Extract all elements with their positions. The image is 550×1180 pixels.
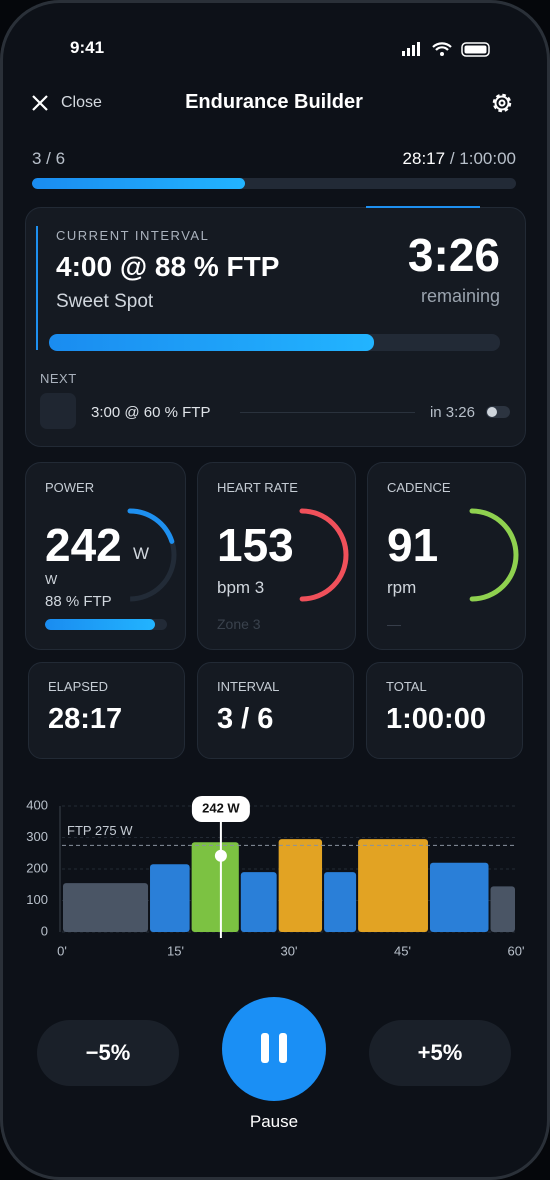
position-dot — [214, 849, 227, 862]
summary-label: INTERVAL — [217, 679, 280, 694]
gauge-track — [301, 508, 349, 602]
summary-card — [197, 662, 354, 759]
metric-label: HEART RATE — [217, 480, 298, 495]
x-tick-label: 0' — [57, 943, 67, 958]
ftp-label: FTP 275 W — [67, 823, 133, 838]
gauge-arc — [127, 508, 175, 544]
title: Endurance Builder — [185, 91, 363, 113]
remaining-label: remaining — [420, 286, 500, 306]
next-starts-in: in 3:26 — [429, 404, 475, 421]
next-target: 3:00 @ 60 % FTP — [91, 404, 211, 421]
gauge — [127, 508, 177, 602]
x-tick-label: 30' — [281, 943, 298, 958]
metric-unit: bpm 3 — [217, 578, 265, 597]
elapsed-time: 28:17 — [402, 149, 446, 168]
close-icon[interactable] — [30, 93, 50, 113]
step-count: 3 / 6 — [32, 149, 66, 168]
metric-label: POWER — [45, 480, 95, 495]
metric-unit: rpm — [387, 578, 417, 597]
close-button[interactable]: Close — [61, 94, 102, 111]
interval-target: 4:00 @ 88 % FTP — [56, 251, 280, 282]
bar — [324, 872, 357, 932]
bar — [240, 872, 277, 932]
status-time: 9:41 — [70, 38, 105, 57]
bar — [358, 839, 428, 932]
interval-card — [25, 207, 526, 447]
decrease-button[interactable]: −5% — [37, 1020, 179, 1086]
bar — [278, 839, 323, 932]
metric-detail: — — [387, 616, 401, 632]
metric-sub-unit: W — [45, 572, 58, 587]
accent-line — [366, 206, 480, 208]
progress-fill — [32, 178, 245, 189]
progress-track — [32, 178, 516, 189]
divider — [240, 412, 415, 413]
metric-value: 242 — [45, 519, 122, 571]
metric-detail: 88 % FTP — [45, 593, 112, 610]
summary-value: 3 / 6 — [217, 703, 274, 735]
y-tick-label: 0 — [41, 923, 48, 938]
gauge-track — [471, 508, 519, 602]
metric-card — [25, 462, 186, 650]
bar — [490, 886, 515, 932]
bar — [191, 842, 239, 932]
increase-button[interactable]: +5% — [369, 1020, 511, 1086]
metric-detail: Zone 3 — [217, 616, 261, 632]
metric-card — [197, 462, 356, 650]
power-track — [45, 619, 167, 630]
pause-button[interactable] — [221, 996, 327, 1102]
total-time: / 1:00:00 — [449, 149, 516, 168]
remaining-time: 3:26 — [407, 229, 500, 281]
interval-label: CURRENT INTERVAL — [56, 228, 210, 243]
y-tick-label: 100 — [26, 892, 48, 907]
summary-label: TOTAL — [386, 679, 427, 694]
bar — [150, 864, 190, 932]
position-label: 242 W — [202, 800, 240, 815]
metric-value: 91 — [387, 519, 439, 571]
summary-value: 1:00:00 — [386, 703, 486, 735]
chart: 0 100 200 300 400 0' 15' 30' 45' 60' FTP 275 W 242 … — [26, 796, 525, 958]
accent-line — [36, 226, 38, 350]
x-tick-label: 60' — [508, 943, 525, 958]
x-tick-label: 15' — [167, 943, 184, 958]
interval-fill — [49, 334, 374, 351]
gauge-arc — [469, 508, 519, 602]
metric-card — [367, 462, 526, 650]
y-tick-label: 200 — [26, 860, 48, 875]
toggle[interactable] — [486, 406, 510, 418]
next-label: NEXT — [40, 371, 77, 386]
metric-value: 153 — [217, 519, 294, 571]
metric-unit-inline: W — [133, 544, 150, 563]
next-icon — [40, 393, 76, 429]
bar — [429, 862, 489, 932]
summary-label: ELAPSED — [48, 679, 108, 694]
x-tick-label: 45' — [394, 943, 411, 958]
gauge — [299, 508, 349, 602]
gauge — [469, 508, 519, 602]
y-tick-label: 400 — [26, 797, 48, 812]
position-bubble — [191, 796, 250, 822]
pause-label: Pause — [249, 1112, 299, 1131]
interval-zone: Sweet Spot — [56, 291, 154, 312]
summary-card — [28, 662, 185, 759]
gauge-arc — [299, 508, 349, 602]
y-tick-label: 300 — [26, 829, 48, 844]
bar — [63, 883, 149, 932]
summary-value: 28:17 — [48, 703, 123, 735]
metric-label: CADENCE — [387, 480, 451, 495]
power-fill — [45, 619, 155, 630]
interval-track — [49, 334, 500, 351]
settings-icon[interactable] — [490, 91, 514, 115]
summary-card — [366, 662, 523, 759]
status-icons — [402, 42, 490, 57]
